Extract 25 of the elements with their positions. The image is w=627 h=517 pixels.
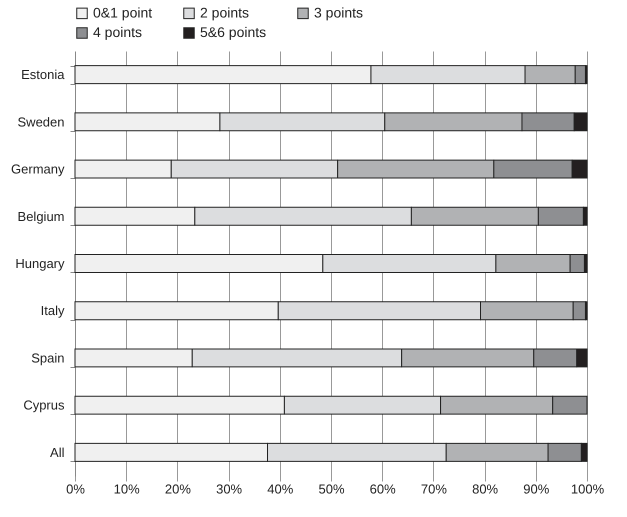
- legend-label: 2 points: [200, 4, 250, 20]
- x-tick-label: 100%: [570, 482, 605, 496]
- y-tick-label: Italy: [40, 303, 65, 318]
- x-tick-label: 60%: [370, 482, 396, 496]
- x-tick-label: 30%: [216, 482, 243, 496]
- x-tick-label: 20%: [164, 482, 192, 496]
- y-tick-label: Hungary: [15, 256, 65, 271]
- x-tick-label: 50%: [318, 482, 345, 496]
- legend-label: 0&1 point: [93, 4, 152, 20]
- legend-label: 4 points: [93, 24, 142, 40]
- x-tick-label: 0%: [66, 482, 86, 496]
- y-tick-label: Belgium: [18, 208, 64, 224]
- y-tick-label: Sweden: [18, 114, 64, 130]
- y-tick-label: All: [50, 444, 65, 460]
- y-tick-label: Estonia: [21, 67, 66, 82]
- y-tick-label: Germany: [11, 162, 65, 177]
- y-tick-label: Cyprus: [23, 398, 65, 413]
- x-tick-label: 10%: [114, 482, 140, 496]
- x-tick-label: 90%: [523, 482, 550, 496]
- x-tick-label: 40%: [267, 482, 294, 496]
- x-tick-label: 70%: [420, 482, 448, 496]
- legend-label: 3 points: [314, 4, 364, 20]
- x-tick-label: 80%: [472, 482, 499, 496]
- legend-label: 5&6 points: [200, 24, 266, 40]
- y-tick-label: Spain: [31, 350, 64, 366]
